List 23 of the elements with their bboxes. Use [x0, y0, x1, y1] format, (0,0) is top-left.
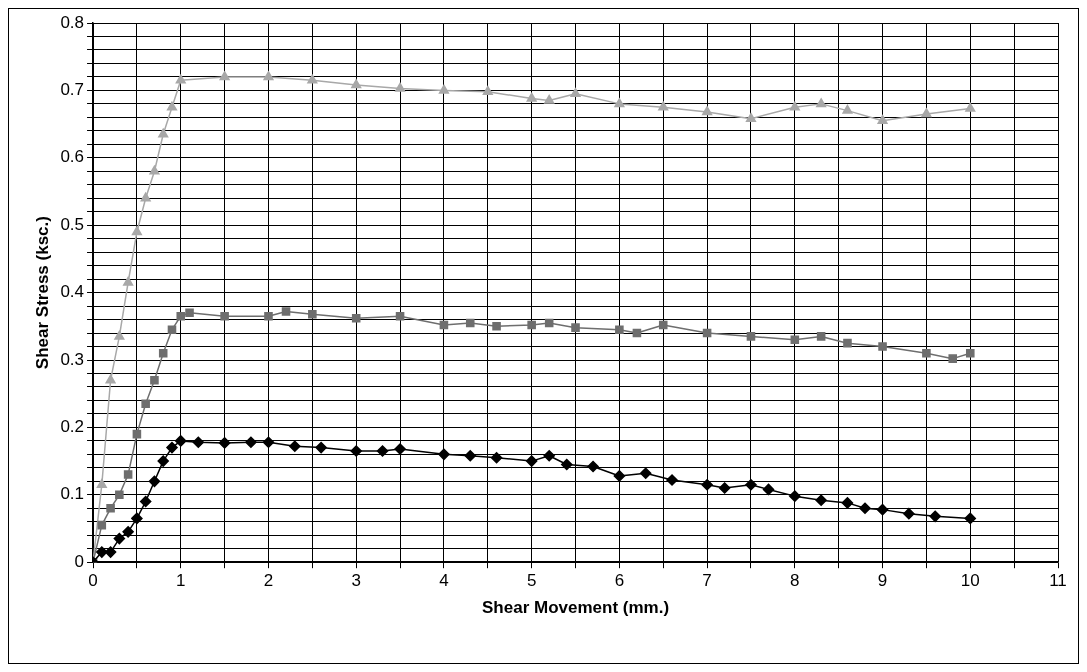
x-tick-label: 5	[526, 571, 537, 591]
y-tick-label: 0.5	[60, 214, 85, 234]
x-tick-label: 9	[877, 571, 888, 591]
x-tick-label: 10	[960, 571, 980, 591]
x-tick-label: 3	[351, 571, 361, 591]
x-tick-label: 2	[263, 571, 274, 591]
x-tick-label: 1	[176, 571, 186, 591]
x-tick-label: 11	[1049, 571, 1067, 591]
y-axis-title: Shear Stress (ksc.)	[32, 216, 52, 370]
y-tick-label: 0.3	[60, 349, 85, 369]
x-tick-label: 6	[614, 571, 625, 591]
y-tick-label: 0.4	[60, 282, 85, 302]
y-tick-label: 0.6	[60, 147, 85, 167]
y-tick-label: 0.1	[60, 484, 85, 504]
y-tick-label: 0	[74, 551, 85, 571]
y-tick-label: 0.2	[60, 417, 85, 437]
y-tick-label: 0.7	[60, 80, 85, 100]
x-tick-label: 4	[439, 571, 449, 591]
x-tick-label: 0	[88, 571, 98, 591]
x-axis-title: Shear Movement (mm.)	[481, 598, 670, 618]
x-tick-label: 7	[702, 571, 712, 591]
y-tick-label: 0.8	[60, 12, 85, 32]
x-tick-label: 8	[790, 571, 800, 591]
